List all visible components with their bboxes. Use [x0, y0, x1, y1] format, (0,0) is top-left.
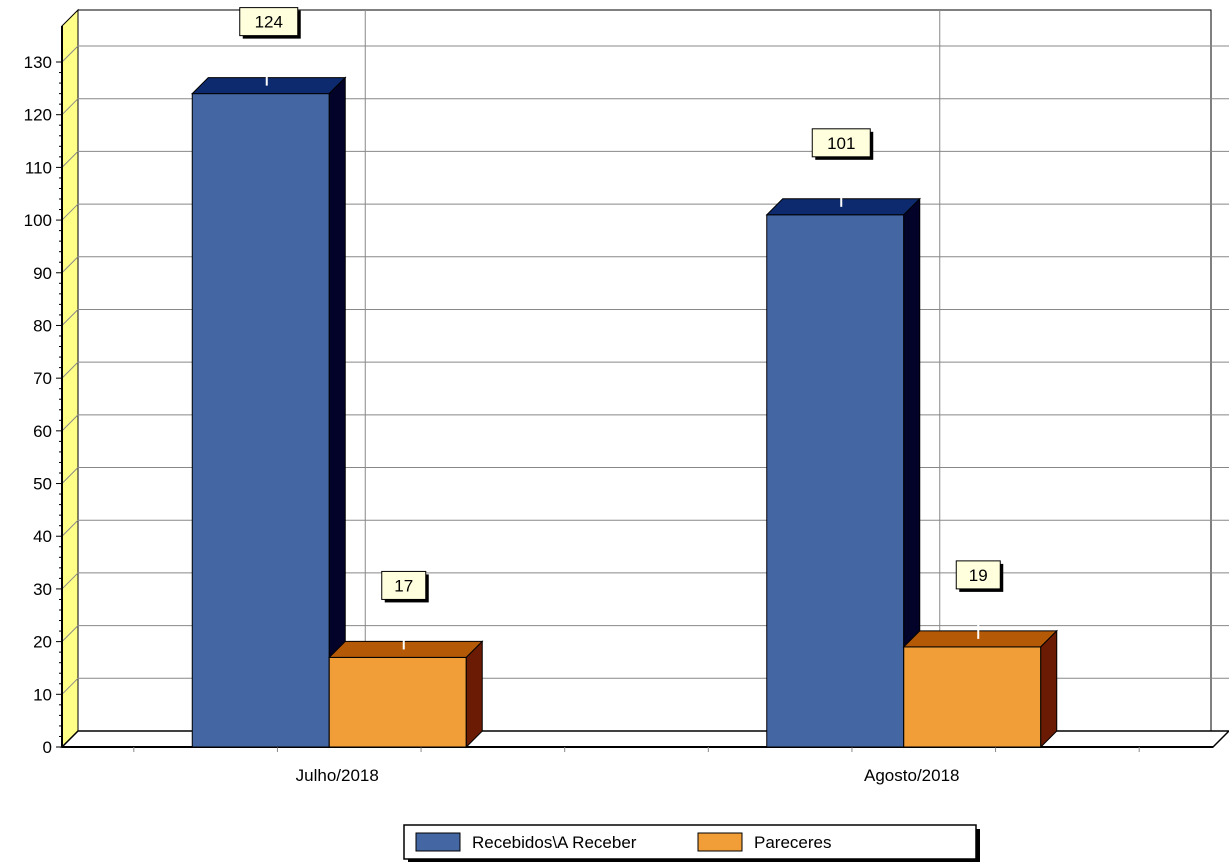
bar-pareceres-0 [328, 656, 467, 748]
data-label: 124 [255, 13, 283, 32]
label-box [955, 560, 1001, 590]
label-box [381, 570, 427, 600]
y-tick-label: 100 [24, 211, 52, 230]
label-box [811, 128, 871, 158]
x-axis: Julho/2018 Agosto/2018 [62, 746, 1213, 785]
y-tick-label: 120 [24, 106, 52, 125]
y-axis: 0 10 20 30 40 50 60 70 80 90 100 110 120 130 [24, 26, 63, 757]
gridline-side [61, 414, 79, 432]
bar-top [328, 640, 484, 658]
y-tick-label: 20 [33, 633, 52, 652]
bar-recebidos-1 [766, 214, 905, 748]
y-tick-label: 30 [33, 580, 52, 599]
bars [191, 76, 1058, 749]
gridline-side [61, 467, 79, 484]
gridline-side [61, 45, 79, 63]
bar-side [1040, 629, 1058, 749]
y-tick-label: 40 [33, 527, 52, 546]
y-tick-label: 110 [25, 158, 52, 177]
gridline-side [61, 309, 79, 326]
gridline-side [61, 572, 79, 590]
y-tick-label: 90 [33, 264, 52, 283]
gridline-side [61, 625, 79, 642]
y-tick-label: 80 [33, 316, 52, 335]
y-tick-label: 60 [33, 422, 52, 441]
gridline-side [61, 203, 79, 221]
y-tick-label: 70 [33, 369, 52, 388]
legend-label: Pareceres [754, 833, 831, 852]
data-label: 17 [394, 576, 413, 595]
gridline-side [61, 256, 79, 274]
gridline-side [61, 361, 79, 379]
legend-swatch [415, 832, 461, 852]
y-tick-label: 10 [33, 685, 52, 704]
data-label: 19 [969, 566, 988, 585]
data-label: 101 [827, 134, 855, 153]
gridline-side [61, 677, 79, 695]
gridline-side [61, 519, 79, 537]
legend: Recebidos\A Receber Pareceres [403, 824, 980, 862]
legend-swatch [697, 832, 743, 852]
bar-side [465, 640, 483, 749]
left-wall [61, 8, 79, 749]
bar-pareceres-1 [903, 646, 1042, 748]
bar-top [765, 198, 921, 216]
x-category-label: Julho/2018 [296, 766, 379, 785]
legend-box [403, 824, 977, 860]
legend-label: Recebidos\A Receber [472, 833, 637, 852]
gridline-side [61, 151, 79, 168]
x-category-label: Agosto/2018 [864, 766, 959, 785]
y-tick-label: 0 [43, 738, 52, 757]
bar-top [902, 630, 1058, 648]
bar-recebidos-0 [191, 93, 330, 748]
label-box [239, 7, 299, 37]
bar-top [191, 77, 347, 95]
data-labels: 124 17 101 19 [239, 7, 1004, 650]
gridline-side [61, 98, 79, 116]
y-tick-label: 130 [24, 53, 52, 72]
y-tick-label: 50 [33, 475, 52, 494]
